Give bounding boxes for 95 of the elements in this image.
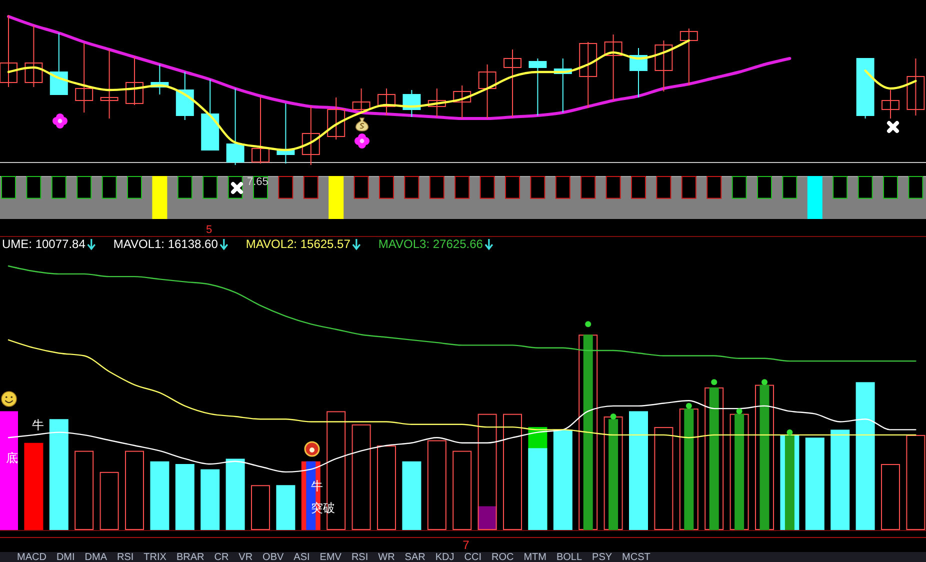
bar <box>125 450 144 530</box>
text: MACD <box>17 552 46 562</box>
bar <box>553 430 572 530</box>
bar <box>755 384 774 530</box>
bar <box>100 472 119 530</box>
candlestick <box>352 88 370 113</box>
bar <box>881 464 900 530</box>
text: BRAR <box>176 552 204 562</box>
candlestick <box>126 56 144 106</box>
text: 7 <box>462 538 470 552</box>
bar <box>150 461 170 530</box>
bar <box>784 434 794 530</box>
bar <box>427 440 446 530</box>
bar <box>276 485 296 530</box>
text: RSI <box>116 552 134 562</box>
bar <box>578 334 598 530</box>
bar <box>226 458 245 530</box>
text: 5 <box>206 224 212 236</box>
point <box>786 429 793 436</box>
text: KDJ <box>435 552 454 562</box>
candlestick <box>654 40 673 92</box>
bar <box>503 414 522 530</box>
bar <box>49 419 68 530</box>
bar <box>679 408 698 530</box>
candlestick <box>327 97 346 140</box>
bar <box>0 411 18 530</box>
candlestick <box>528 58 547 116</box>
candlestick <box>75 43 94 113</box>
text: VR <box>238 552 253 562</box>
text: MAVOL1: 16138.60 <box>113 237 218 251</box>
bar <box>24 442 44 530</box>
bar <box>74 450 94 530</box>
candlestick <box>453 85 472 119</box>
point <box>736 408 742 414</box>
bar <box>402 461 422 530</box>
text: MTM <box>524 552 546 562</box>
text: DMI <box>56 552 75 562</box>
bar <box>906 434 926 530</box>
candlestick <box>0 14 18 88</box>
bar <box>377 446 396 530</box>
bar <box>704 387 724 530</box>
point <box>610 413 616 420</box>
bar <box>730 414 749 530</box>
annotation: 底 <box>6 451 18 465</box>
candlestick <box>100 49 118 119</box>
bar <box>654 427 674 530</box>
text: TRIX <box>144 552 167 562</box>
candlestick <box>252 97 270 164</box>
text: WR <box>378 552 395 562</box>
point <box>762 379 768 386</box>
candlestick <box>428 88 446 118</box>
annotation: 牛 <box>311 479 323 493</box>
bar <box>352 424 371 530</box>
text: CR <box>214 552 229 562</box>
candlestick <box>478 64 496 119</box>
bar <box>629 411 648 530</box>
text: PSY <box>592 552 612 562</box>
bar <box>478 414 497 530</box>
candlestick <box>302 106 320 166</box>
candlestick <box>24 25 43 88</box>
bar <box>604 416 623 530</box>
candlestick <box>226 88 244 166</box>
bar <box>856 382 875 530</box>
text: DMA <box>84 552 108 562</box>
point <box>686 402 692 409</box>
bar <box>805 438 824 530</box>
text: MAVOL2: 15625.57 <box>246 237 351 251</box>
bar <box>452 450 472 530</box>
text: EMV <box>320 552 342 562</box>
text: SAR <box>404 552 426 562</box>
text: ASI <box>294 552 310 562</box>
candlestick <box>378 88 396 116</box>
bar <box>175 464 194 530</box>
candlestick <box>680 28 698 86</box>
bar <box>830 430 850 530</box>
candlestick <box>50 32 68 95</box>
candlestick <box>604 34 622 101</box>
bar <box>251 485 270 530</box>
point <box>711 379 718 386</box>
candlestick <box>504 49 522 118</box>
text: MAVOL3: 27625.66 <box>378 237 484 251</box>
bar <box>528 448 548 530</box>
text: CCI <box>464 552 482 562</box>
text: BOLL <box>556 552 582 562</box>
point <box>585 321 592 328</box>
annotation: 牛 <box>32 418 44 432</box>
bar <box>200 469 220 530</box>
candlestick <box>906 58 925 116</box>
text: MCST <box>622 552 650 562</box>
text: RSI <box>351 552 368 562</box>
candlestick <box>579 42 598 108</box>
text: ROC <box>491 552 514 562</box>
text: UME: 10077.84 <box>2 237 86 251</box>
text: OBV <box>262 552 284 562</box>
candlestick <box>882 90 900 119</box>
